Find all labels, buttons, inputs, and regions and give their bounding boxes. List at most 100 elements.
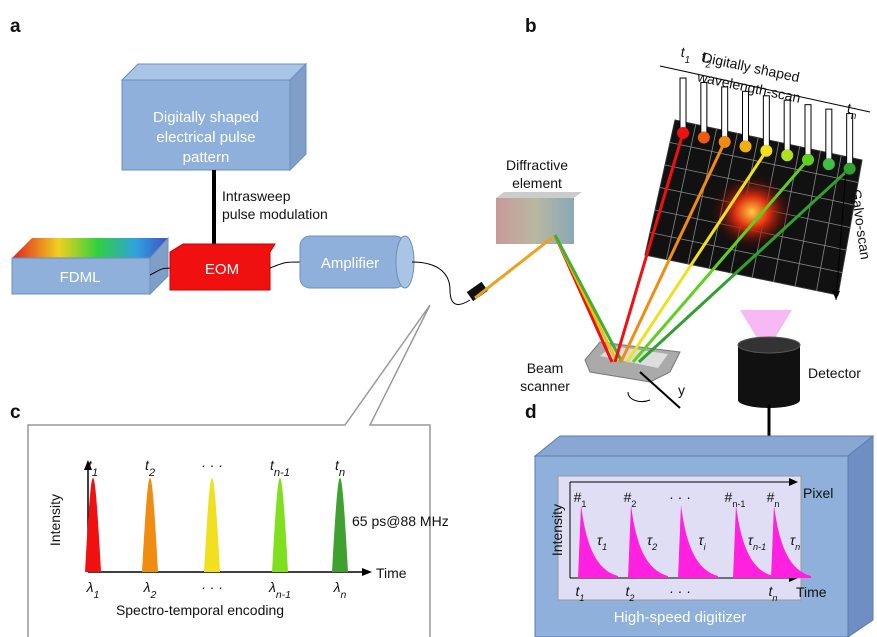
pulse bbox=[763, 96, 769, 146]
label-base: λ bbox=[268, 579, 276, 595]
spot bbox=[844, 163, 856, 175]
page: a b c d Digitally shaped electrical puls… bbox=[0, 0, 877, 637]
label-subscript: 1 bbox=[602, 542, 607, 552]
label-base: · · · bbox=[669, 489, 691, 505]
label-subscript: n bbox=[795, 542, 800, 552]
axis-label: Intensity bbox=[549, 504, 565, 556]
sub-label: tn bbox=[335, 457, 345, 479]
beam bbox=[475, 237, 553, 298]
sub-label: λn bbox=[333, 579, 347, 601]
spot bbox=[698, 131, 710, 143]
axis-label: y bbox=[678, 382, 685, 398]
annotation: Diffractive bbox=[506, 157, 568, 173]
sub-label: t1 bbox=[88, 457, 98, 479]
panel-label: b bbox=[525, 16, 537, 37]
panel-d-shapes bbox=[535, 436, 873, 637]
sub-label: t2 bbox=[145, 457, 156, 479]
annotation: Beam bbox=[527, 360, 564, 376]
box-label: EOM bbox=[205, 261, 239, 278]
pulse bbox=[743, 91, 749, 141]
sub-label: · · · bbox=[669, 583, 691, 599]
annotation: 65 ps@88 MHz bbox=[352, 513, 449, 529]
label-subscript: 2 bbox=[651, 542, 657, 552]
label-base: λ bbox=[333, 579, 341, 595]
pulse bbox=[701, 82, 707, 132]
box-label: High-speed digitizer bbox=[614, 609, 747, 626]
annotation: Intrasweep bbox=[222, 188, 291, 204]
annotation: Galvo-scan bbox=[848, 188, 874, 260]
annotation: element bbox=[512, 175, 562, 191]
box-label: Amplifier bbox=[321, 255, 379, 272]
panel-label: c bbox=[10, 402, 21, 423]
label-base: · · · bbox=[747, 58, 769, 74]
spot bbox=[719, 136, 731, 148]
label-subscript: 2 bbox=[150, 589, 157, 601]
label-subscript: 2 bbox=[631, 499, 636, 509]
label-subscript: 2 bbox=[704, 59, 711, 70]
label-subscript: 1 bbox=[581, 499, 586, 509]
annotation: pulse modulation bbox=[222, 206, 328, 222]
sub-label: · · · bbox=[201, 579, 223, 595]
pulse bbox=[826, 109, 832, 159]
box-label: Digitally shaped bbox=[153, 109, 259, 126]
sub-label: λ1 bbox=[86, 579, 100, 601]
pulse bbox=[722, 87, 728, 137]
peak bbox=[142, 478, 158, 572]
box-label: pattern bbox=[183, 149, 230, 166]
label-base: # bbox=[574, 489, 582, 505]
axis-label: Time bbox=[376, 565, 407, 581]
label-subscript: 2 bbox=[148, 467, 156, 479]
label-subscript: n bbox=[772, 593, 777, 603]
label-base: # bbox=[624, 489, 632, 505]
axis-label: Time bbox=[796, 584, 827, 600]
spot bbox=[740, 140, 752, 152]
box-label: electrical pulse bbox=[156, 129, 255, 146]
label-base: # bbox=[767, 489, 775, 505]
sub-label: λn-1 bbox=[268, 579, 291, 601]
panel-label: a bbox=[10, 16, 21, 37]
sub-label: · · · bbox=[747, 58, 769, 74]
spot bbox=[760, 145, 772, 157]
box-label: FDML bbox=[60, 269, 101, 286]
figure: a b c d Digitally shaped electrical puls… bbox=[0, 0, 877, 637]
label-subscript: 2 bbox=[628, 593, 634, 603]
axis-label: Pixel bbox=[803, 485, 833, 501]
label-subscript: 1 bbox=[685, 55, 690, 66]
spot bbox=[677, 127, 689, 139]
label-subscript: n-1 bbox=[753, 542, 766, 552]
label-base: · · · bbox=[201, 457, 223, 473]
sub-label: · · · bbox=[669, 489, 691, 505]
peak bbox=[332, 478, 348, 572]
spot bbox=[823, 158, 835, 170]
pulse bbox=[805, 105, 811, 155]
spot bbox=[781, 149, 793, 161]
pulse bbox=[784, 100, 790, 150]
label-base: · · · bbox=[201, 579, 223, 595]
beam bbox=[555, 235, 622, 362]
label-subscript: 1 bbox=[92, 467, 98, 479]
sub-label: · · · bbox=[201, 457, 223, 473]
peak bbox=[272, 478, 288, 572]
label-subscript: n-1 bbox=[732, 499, 745, 509]
annotation: scanner bbox=[520, 378, 570, 394]
label-subscript: n-1 bbox=[276, 589, 291, 601]
label-base: # bbox=[725, 489, 733, 505]
panel-label: d bbox=[525, 402, 537, 423]
label-base: λ bbox=[86, 579, 94, 595]
label-base: λ bbox=[143, 579, 151, 595]
caption: Spectro-temporal encoding bbox=[116, 602, 284, 618]
label-subscript: 1 bbox=[579, 593, 584, 603]
label-subscript: n bbox=[851, 110, 856, 121]
label-subscript: 1 bbox=[94, 589, 100, 601]
label-subscript: n bbox=[774, 499, 779, 509]
annotation: Detector bbox=[808, 365, 861, 381]
sub-label: t1 bbox=[681, 44, 690, 66]
pulse bbox=[680, 78, 686, 128]
axis-label: Intensity bbox=[47, 494, 63, 546]
sub-label: λ2 bbox=[143, 579, 157, 601]
sub-label: tn-1 bbox=[270, 457, 290, 479]
label-subscript: n bbox=[339, 467, 345, 479]
label-subscript: n bbox=[341, 589, 347, 601]
spot bbox=[802, 154, 814, 166]
label-subscript: n-1 bbox=[274, 467, 290, 479]
